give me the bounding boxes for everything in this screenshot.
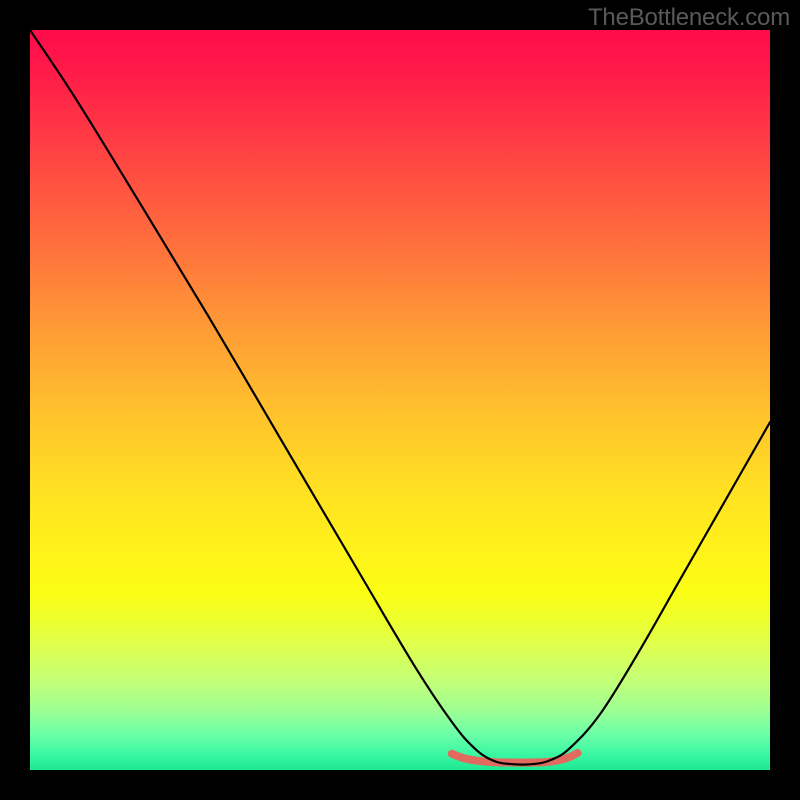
- plot-area: [30, 30, 770, 770]
- chart-frame: TheBottleneck.com: [0, 0, 800, 800]
- bottleneck-curve: [30, 30, 770, 770]
- watermark-text: TheBottleneck.com: [588, 4, 790, 32]
